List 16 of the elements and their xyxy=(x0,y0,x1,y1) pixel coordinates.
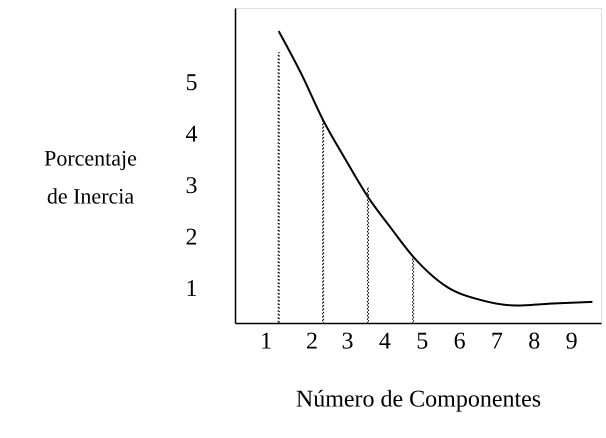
x-tick-label: 4 xyxy=(378,328,391,354)
y-axis-title: Porcentaje de Inercia xyxy=(44,146,137,208)
x-tick-label: 6 xyxy=(454,328,466,354)
y-tick-label: 2 xyxy=(186,224,198,251)
x-tick-label: 3 xyxy=(342,328,354,354)
y-tick-label: 4 xyxy=(186,122,198,148)
y-tick-label: 5 xyxy=(186,70,198,96)
x-tick-label: 9 xyxy=(566,328,578,354)
y-tick-label: 3 xyxy=(186,173,198,200)
x-tick-label: 5 xyxy=(416,328,428,354)
x-tick-label: 2 xyxy=(306,328,318,354)
y-tick-label: 1 xyxy=(186,276,198,302)
x-tick-label: 8 xyxy=(528,328,540,354)
x-tick-label: 1 xyxy=(260,328,272,354)
x-axis-title: Número de Componentes xyxy=(296,386,542,412)
x-tick-label: 7 xyxy=(490,328,503,354)
